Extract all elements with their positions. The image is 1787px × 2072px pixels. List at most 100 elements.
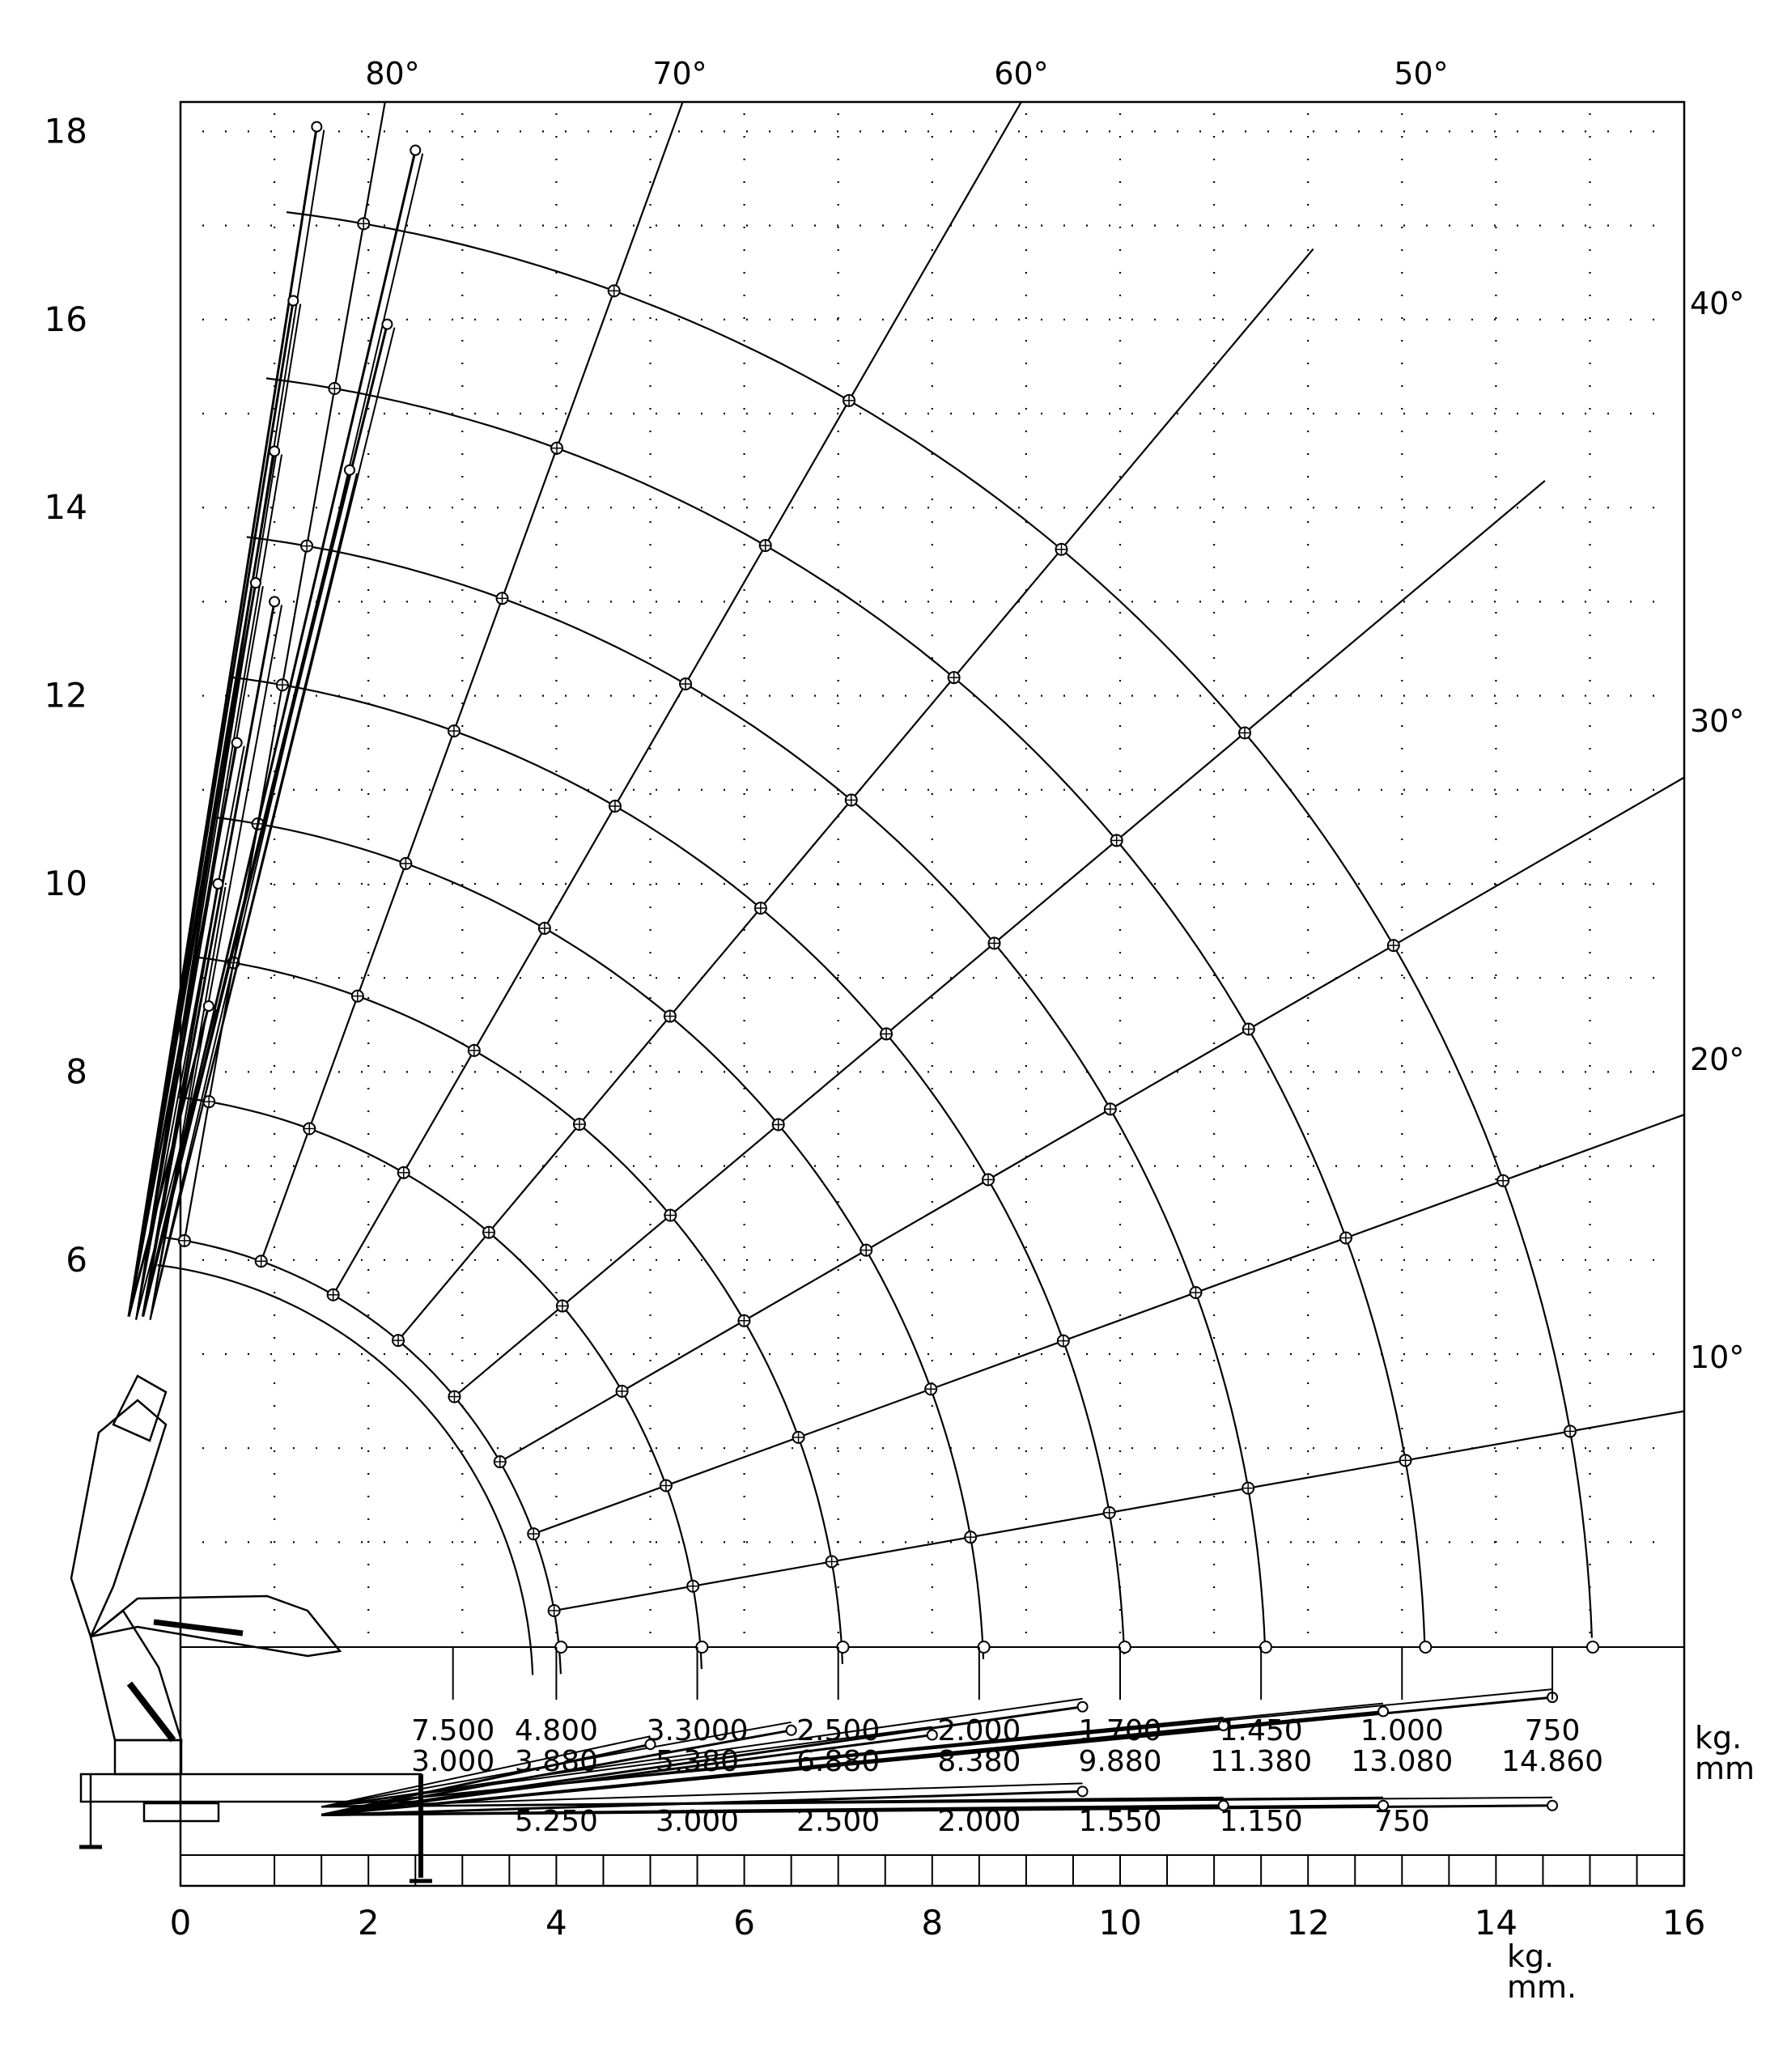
table-reach-4: 8.380 (937, 1745, 1021, 1778)
boom-horizontal-edge-8 (321, 1782, 1083, 1808)
boom-tip-3 (287, 295, 299, 307)
crane-silhouette (70, 1374, 432, 1883)
table-load2-5: 1.550 (1078, 1805, 1161, 1838)
arc-6 (246, 536, 1267, 1650)
boom-tip-1 (311, 121, 323, 133)
table-reach-3: 6.880 (796, 1745, 880, 1778)
ray-50 (397, 248, 1314, 1341)
table-load-8: 750 (1525, 1714, 1581, 1747)
y-label-14: 14 (45, 487, 87, 527)
y-label-12: 12 (45, 676, 87, 715)
y-label-18: 18 (45, 111, 87, 151)
arc-8 (286, 211, 1593, 1638)
boom-tip-h-10 (785, 1724, 797, 1736)
ray-40 (453, 480, 1546, 1398)
boom-tip-h-11 (644, 1739, 656, 1751)
truck-box (142, 1802, 220, 1823)
table-load-2: 3.3000 (647, 1714, 749, 1747)
boom-raised-edge-7 (135, 585, 264, 1320)
boom-tip-h-7 (1076, 1700, 1089, 1713)
boom-tip-10 (212, 878, 224, 890)
boom-tip-h-9 (926, 1729, 938, 1741)
x-axis-unit-mm: mm. (1507, 1969, 1577, 2005)
ray-10 (554, 1410, 1684, 1612)
table-load2-7: 750 (1374, 1805, 1430, 1838)
ray-60 (332, 101, 1022, 1296)
table-reach-7: 13.080 (1351, 1745, 1453, 1778)
angle-rays (183, 101, 1685, 1612)
arc-inner (157, 1264, 534, 1675)
table-load2-2: 3.000 (656, 1805, 739, 1838)
boom-raised-edge-3 (135, 304, 302, 1320)
boom-tip-5 (269, 445, 281, 457)
table-load-0: 7.500 (411, 1714, 495, 1747)
angle-label-10: 10° (1690, 1340, 1744, 1375)
arc-7 (265, 377, 1426, 1644)
table-load-1: 4.800 (515, 1714, 598, 1747)
angle-label-50: 50° (1394, 56, 1448, 91)
column-cylinder (126, 1681, 176, 1743)
y-axis: 6 8 10 12 14 16 18 (45, 111, 87, 1279)
marker (1585, 1641, 1599, 1654)
boom-tip-h-4 (1377, 1799, 1390, 1811)
boom-horizontal-5 (321, 1724, 1224, 1816)
x-label-14: 14 (1475, 1903, 1517, 1942)
marker (1118, 1641, 1131, 1654)
boom-tip-h-6 (1217, 1799, 1229, 1811)
boom-raised-11 (127, 1005, 210, 1317)
boom-tip-4 (381, 318, 393, 330)
angle-label-80: 80° (365, 56, 419, 91)
boom-tip-7 (249, 577, 261, 589)
x-label-8: 8 (921, 1903, 943, 1942)
inner-boom-raised (70, 1399, 168, 1640)
boom-outlines (127, 121, 1559, 1816)
boom-horizontal-11 (320, 1743, 651, 1816)
table-load-7: 1.000 (1360, 1714, 1444, 1747)
boom-raised-9 (127, 742, 239, 1317)
arc-5 (229, 676, 1126, 1654)
boom-raised-edge-8 (149, 605, 283, 1320)
marker (836, 1641, 850, 1654)
ray-80 (183, 101, 386, 1242)
boom-raised-2 (142, 150, 417, 1317)
y-label-16: 16 (45, 299, 87, 339)
knuckle-raised (112, 1374, 168, 1442)
table-unit-mm: mm (1695, 1751, 1755, 1786)
boom-raised-edge-11 (135, 1008, 217, 1320)
boom-horizontal-6 (321, 1804, 1224, 1816)
table-reach-1: 3.880 (515, 1745, 598, 1778)
arc-4 (212, 816, 985, 1659)
table-load-5: 1.700 (1078, 1714, 1161, 1747)
angle-label-30: 30° (1690, 703, 1744, 739)
x-label-2: 2 (358, 1903, 380, 1942)
y-label-6: 6 (66, 1240, 87, 1280)
x-label-6: 6 (733, 1903, 755, 1942)
y-label-10: 10 (45, 864, 87, 903)
table-load-4: 2.000 (937, 1714, 1021, 1747)
x-axis-unit-kg: kg. (1507, 1938, 1554, 1974)
angle-labels: 80° 70° 60° 50° 40° 30° 20° 10° (365, 56, 1744, 1375)
x-label-10: 10 (1098, 1903, 1141, 1942)
marker (554, 1641, 568, 1654)
boom-tip-h-2 (1547, 1799, 1559, 1811)
capacity-table: 7.5003.0004.8003.8805.2503.30005.3803.00… (411, 1647, 1603, 1838)
marker (1259, 1641, 1272, 1654)
table-load2-6: 1.150 (1220, 1805, 1303, 1838)
inner-boom (90, 1594, 342, 1658)
boom-tip-9 (231, 737, 243, 749)
table-reach-8: 14.860 (1501, 1745, 1603, 1778)
table-reach-6: 11.380 (1210, 1745, 1312, 1778)
table-load-6: 1.450 (1220, 1714, 1303, 1747)
angle-label-60: 60° (994, 56, 1048, 91)
boom-horizontal-10 (320, 1729, 792, 1816)
boom-tip-h-8 (1076, 1785, 1089, 1798)
ray-20 (533, 1114, 1684, 1535)
boom-horizontal-edge-11 (320, 1735, 651, 1808)
table-reach-5: 9.880 (1078, 1745, 1161, 1778)
table-load2-3: 2.500 (796, 1805, 880, 1838)
y-label-8: 8 (66, 1051, 87, 1091)
table-reach-2: 5.380 (656, 1745, 739, 1778)
boom-tip-2 (410, 144, 422, 156)
